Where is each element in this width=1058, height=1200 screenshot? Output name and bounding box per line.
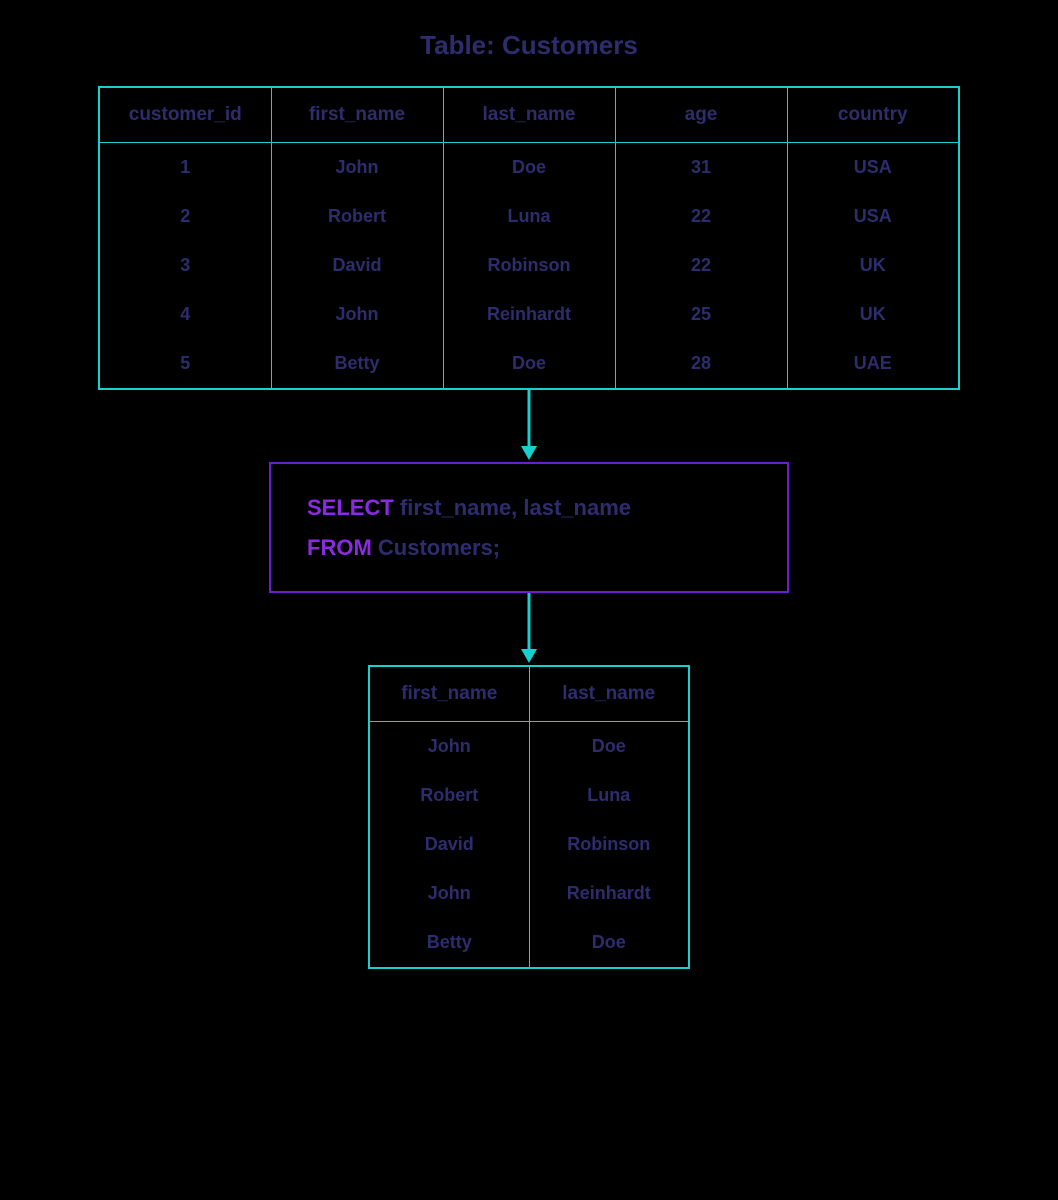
source-cell: 22	[615, 241, 787, 290]
table-row: 5BettyDoe28UAE	[99, 339, 959, 389]
result-cell: Robert	[369, 771, 529, 820]
table-row: 2RobertLuna22USA	[99, 192, 959, 241]
result-cell: Doe	[529, 918, 689, 968]
table-row: 1JohnDoe31USA	[99, 143, 959, 193]
arrow-1	[517, 390, 541, 462]
source-cell: Luna	[443, 192, 615, 241]
source-table: customer_idfirst_namelast_nameagecountry…	[98, 86, 960, 390]
table-row: DavidRobinson	[369, 820, 689, 869]
table-row: 4JohnReinhardt25UK	[99, 290, 959, 339]
arrow-2	[517, 593, 541, 665]
sql-line: SELECT first_name, last_name	[307, 488, 751, 528]
source-cell: UK	[787, 241, 959, 290]
sql-text: first_name, last_name	[394, 495, 631, 520]
source-header-cell: age	[615, 87, 787, 143]
result-cell: Doe	[529, 722, 689, 772]
result-cell: Robinson	[529, 820, 689, 869]
source-header-cell: country	[787, 87, 959, 143]
source-cell: 4	[99, 290, 271, 339]
result-cell: Reinhardt	[529, 869, 689, 918]
sql-line: FROM Customers;	[307, 528, 751, 568]
sql-text: Customers;	[372, 535, 500, 560]
sql-keyword: FROM	[307, 535, 372, 560]
source-cell: 1	[99, 143, 271, 193]
source-cell: Doe	[443, 339, 615, 389]
result-table: first_namelast_name JohnDoeRobertLunaDav…	[368, 665, 690, 969]
source-cell: David	[271, 241, 443, 290]
source-cell: Robert	[271, 192, 443, 241]
source-cell: 2	[99, 192, 271, 241]
source-cell: 5	[99, 339, 271, 389]
table-row: RobertLuna	[369, 771, 689, 820]
source-header-cell: last_name	[443, 87, 615, 143]
table-row: JohnReinhardt	[369, 869, 689, 918]
source-cell: Reinhardt	[443, 290, 615, 339]
result-header-cell: last_name	[529, 666, 689, 722]
table-row: JohnDoe	[369, 722, 689, 772]
source-cell: USA	[787, 192, 959, 241]
source-cell: UK	[787, 290, 959, 339]
source-cell: 28	[615, 339, 787, 389]
sql-query-box: SELECT first_name, last_nameFROM Custome…	[269, 462, 789, 593]
result-cell: John	[369, 869, 529, 918]
result-cell: Betty	[369, 918, 529, 968]
result-cell: David	[369, 820, 529, 869]
sql-keyword: SELECT	[307, 495, 394, 520]
source-cell: Robinson	[443, 241, 615, 290]
result-header-cell: first_name	[369, 666, 529, 722]
source-header-cell: first_name	[271, 87, 443, 143]
source-cell: UAE	[787, 339, 959, 389]
source-cell: Betty	[271, 339, 443, 389]
source-cell: USA	[787, 143, 959, 193]
source-cell: John	[271, 143, 443, 193]
source-cell: Doe	[443, 143, 615, 193]
source-cell: 22	[615, 192, 787, 241]
source-cell: 3	[99, 241, 271, 290]
source-cell: 31	[615, 143, 787, 193]
source-cell: 25	[615, 290, 787, 339]
diagram-title: Table: Customers	[420, 30, 638, 61]
result-cell: Luna	[529, 771, 689, 820]
source-header-cell: customer_id	[99, 87, 271, 143]
result-cell: John	[369, 722, 529, 772]
table-row: 3DavidRobinson22UK	[99, 241, 959, 290]
source-cell: John	[271, 290, 443, 339]
table-row: BettyDoe	[369, 918, 689, 968]
